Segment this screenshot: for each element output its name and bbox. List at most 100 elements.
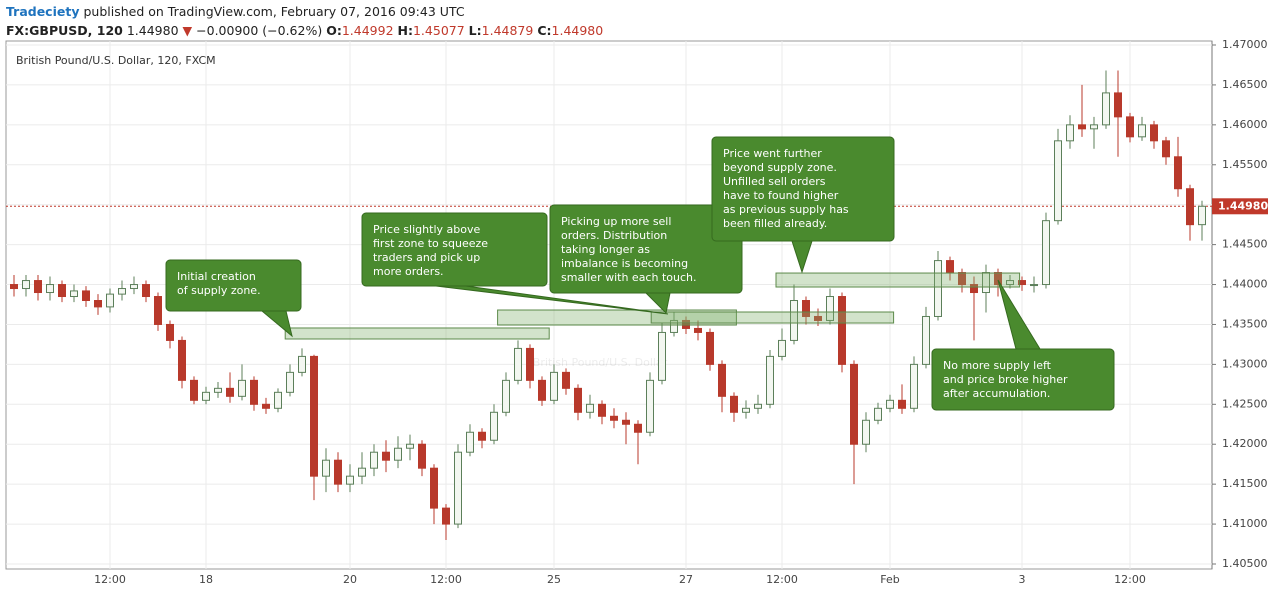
callout-text: after accumulation.: [943, 387, 1050, 400]
candle-body: [298, 355, 306, 373]
callout-pointer: [260, 310, 293, 338]
header-line: Tradeciety published on TradingView.com,…: [6, 2, 603, 21]
candle-body: [166, 323, 174, 341]
x-tick-label: 12:00: [1114, 573, 1146, 586]
change: −0.00900 (−0.62%): [196, 23, 323, 38]
candle-body: [886, 399, 894, 409]
callout-text: have to found higher: [723, 189, 839, 202]
candle-body: [850, 363, 858, 445]
candle-body: [742, 407, 750, 413]
candle-body: [766, 355, 774, 405]
candle-body: [1114, 92, 1122, 118]
candle-body: [346, 475, 354, 485]
candle-body: [58, 284, 66, 298]
candle-body: [1078, 124, 1086, 130]
candle-body: [706, 331, 714, 365]
callout-text: been filled already.: [723, 217, 827, 230]
candle-body: [130, 284, 138, 290]
candle-body: [118, 288, 126, 295]
candle-body: [670, 319, 678, 333]
callout-text: Unfilled sell orders: [723, 175, 826, 188]
callout-box: [931, 348, 1115, 411]
callout-text: orders. Distribution: [561, 229, 667, 242]
candle-body: [1054, 140, 1062, 222]
candle-body: [922, 315, 930, 365]
callout-text: traders and pick up: [373, 251, 480, 264]
supply-zone: [775, 272, 1021, 288]
x-tick-label: 3: [1019, 573, 1026, 586]
callout-text: taking longer as: [561, 243, 650, 256]
candle-body: [598, 403, 606, 417]
o-label: O:: [326, 23, 342, 38]
y-tick-label: 1.40500: [1222, 557, 1268, 570]
candle-body: [250, 379, 258, 405]
callout-box: [165, 259, 302, 312]
callout-text: imbalance is becoming: [561, 257, 688, 270]
candle-body: [1066, 124, 1074, 142]
x-tick-label: 12:00: [430, 573, 462, 586]
candle-body: [562, 371, 570, 389]
callout-text: Picking up more sell: [561, 215, 671, 228]
callout-text: beyond supply zone.: [723, 161, 837, 174]
header: Tradeciety published on TradingView.com,…: [6, 2, 603, 40]
candle-body: [646, 379, 654, 433]
y-tick-label: 1.47000: [1222, 38, 1268, 51]
candle-body: [274, 391, 282, 409]
candle-body: [406, 443, 414, 449]
candle-body: [262, 403, 270, 409]
candle-body: [142, 284, 150, 298]
candle-body: [634, 423, 642, 433]
y-tick-label: 1.43000: [1222, 357, 1268, 370]
candle-body: [454, 451, 462, 525]
candle-body: [1186, 188, 1194, 226]
callout-text: and price broke higher: [943, 373, 1068, 386]
candle-body: [490, 411, 498, 441]
candle-body: [1138, 124, 1146, 138]
candle-body: [934, 260, 942, 317]
candle-body: [538, 379, 546, 401]
y-tick-label: 1.46000: [1222, 118, 1268, 131]
candle-body: [610, 415, 618, 421]
candle-body: [1162, 140, 1170, 158]
supply-zone: [650, 311, 895, 324]
y-tick-label: 1.45500: [1222, 158, 1268, 171]
candle-body: [1018, 280, 1026, 286]
y-tick-label: 1.44000: [1222, 278, 1268, 291]
candle-body: [514, 347, 522, 381]
candle-body: [190, 379, 198, 401]
candle-body: [82, 290, 90, 302]
candle-body: [1126, 116, 1134, 138]
callout-box: [711, 136, 895, 242]
candle-body: [658, 331, 666, 381]
callout-box: [361, 212, 548, 287]
x-tick-label: 25: [547, 573, 561, 586]
y-tick-label: 1.41500: [1222, 477, 1268, 490]
candle-body: [586, 403, 594, 413]
candle-body: [178, 339, 186, 381]
candle-body: [394, 447, 402, 461]
candle-body: [214, 387, 222, 393]
candle-body: [358, 467, 366, 477]
watermark: British Pound/U.S. Dollar: [533, 356, 668, 369]
candle-body: [286, 371, 294, 393]
candle-body: [442, 507, 450, 525]
candle-body: [202, 391, 210, 401]
last: 1.44980: [126, 23, 179, 38]
y-tick-label: 1.44500: [1222, 238, 1268, 251]
direction: ▼: [182, 23, 193, 38]
l-label: L:: [468, 23, 482, 38]
o: 1.44992: [341, 23, 394, 38]
published: published on TradingView.com, February 0…: [83, 4, 465, 19]
callout-text: more orders.: [373, 265, 444, 278]
candle-body: [694, 327, 702, 333]
candle-body: [862, 419, 870, 445]
candle-body: [718, 363, 726, 397]
author[interactable]: Tradeciety: [6, 4, 80, 19]
candle-body: [1006, 280, 1014, 286]
header-line: FX:GBPUSD, 120 1.44980 ▼ −0.00900 (−0.62…: [6, 21, 603, 40]
candle-body: [46, 284, 54, 294]
candle-body: [874, 407, 882, 421]
c: 1.44980: [551, 23, 604, 38]
